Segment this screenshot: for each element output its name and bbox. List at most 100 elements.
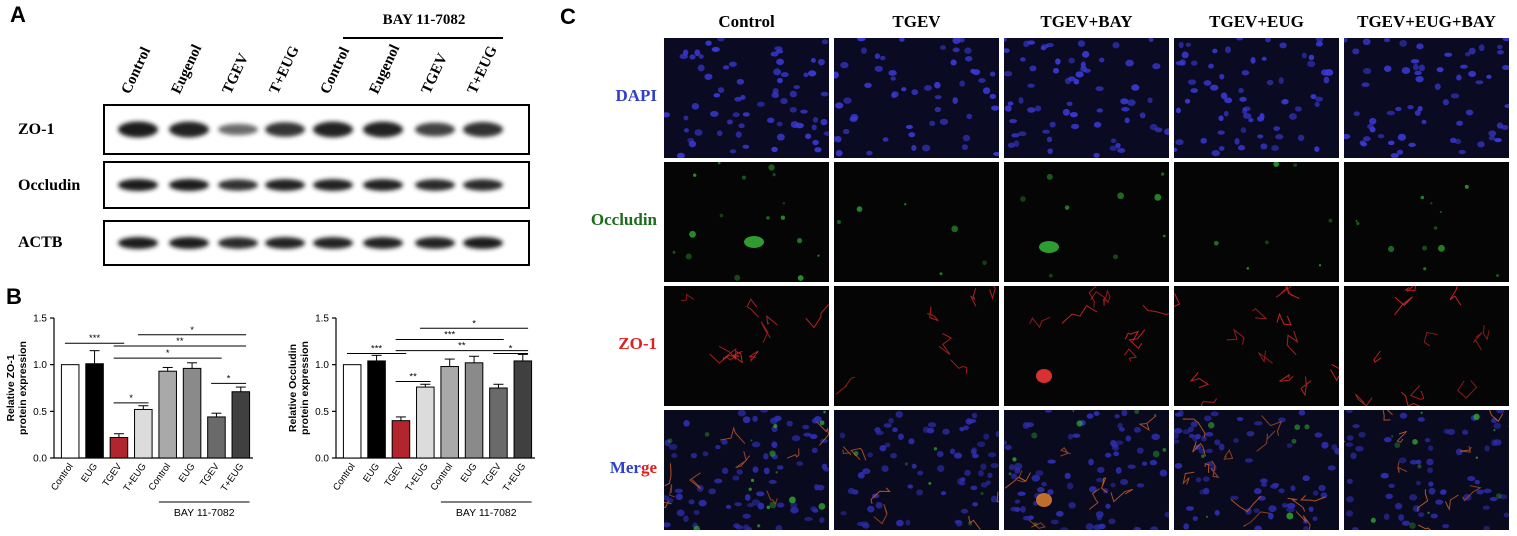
y-axis-label-line-2: protein expression [299,341,311,435]
band-actb-3 [218,237,258,249]
band-actb-8 [463,237,503,249]
if-image-dapi-tgev-eug [1174,38,1339,158]
x-tick-label-3: TGEV [383,461,407,489]
band-actb-6 [363,237,403,249]
y-tick-label: 1.5 [33,314,47,325]
band-occludin-6 [363,179,403,191]
lane-label-3: TGEV [219,51,253,97]
if-image-dapi-tgev [834,38,999,158]
y-axis-label-line-1: Relative ZO-1 [5,354,17,421]
if-column-title-tgev-bay: TGEV+BAY [1040,12,1133,31]
if-image-merge-control [664,410,829,530]
bar-control-1 [342,364,362,459]
x-tick-label-7: TGEV [480,461,504,489]
if-row-label-zo1: ZO-1 [618,334,657,353]
panel-letter-a: A [10,2,26,27]
blot-label-zo1: ZO-1 [18,121,55,138]
y-tick-label: 1.5 [315,314,329,325]
y-tick-label: 0.0 [33,454,47,465]
lane-label-8: T+EUG [464,43,501,97]
y-tick-label: 1.0 [33,360,47,371]
band-zo-1-3 [218,123,258,136]
band-occludin-7 [415,179,455,191]
x-tick-label-4: T+EUG [403,461,430,493]
band-occludin-5 [313,179,353,191]
band-occludin-1 [118,179,158,191]
significance-label-5: * [472,318,476,329]
significance-label-2: ** [409,371,417,382]
if-image-occludin-tgev [834,162,999,282]
x-tick-label-1: Control [331,461,358,492]
if-column-title-control: Control [718,12,775,31]
x-tick-label-1: Control [49,461,76,492]
band-actb-1 [118,237,158,249]
if-image-occludin-tgev-eug [1174,162,1339,282]
blot-actb [103,220,530,266]
if-image-merge-tgev-bay [1004,410,1169,530]
if-image-merge-tgev-eug [1174,410,1339,530]
if-image-zo1-tgev [834,286,999,406]
x-tick-label-6: EUG [459,461,480,484]
x-tick-label-2: EUG [79,461,100,484]
significance-label-2: * [129,393,133,404]
if-image-zo1-tgev-eug [1174,286,1339,406]
bay-header-bracket [343,37,503,39]
x-tick-label-7: TGEV [198,461,222,489]
bar-tgev-3 [391,420,411,459]
if-image-zo1-tgev-eug-bay [1344,286,1509,406]
if-column-title-tgev: TGEV [892,12,941,31]
x-tick-label-4: T+EUG [121,461,148,493]
significance-label-6: * [227,373,231,384]
lane-label-1: Control [118,44,155,97]
y-tick-label: 0.0 [315,454,329,465]
if-image-occludin-tgev-bay [1004,162,1169,282]
band-zo-1-1 [118,121,158,138]
significance-label-1: *** [371,343,382,354]
panel-letter-b: B [6,284,22,309]
bar-control-1 [60,364,80,459]
significance-label-4: *** [444,329,455,340]
bar-eug-2 [367,360,386,459]
blot-zo1 [103,104,530,155]
significance-label-6: * [509,343,513,354]
bar-eug-6 [464,362,484,459]
band-actb-2 [169,237,209,249]
band-zo-1-8 [463,122,503,137]
panel-letter-c: C [560,4,576,29]
x-tick-label-8: T+EUG [219,461,246,493]
blot-occludin [103,161,530,209]
bar-tgev-7 [207,416,226,459]
x-tick-label-5: Control [147,461,174,492]
if-image-occludin-tgev-eug-bay [1344,162,1509,282]
x-tick-label-5: Control [429,461,456,492]
band-zo-1-5 [313,121,353,138]
band-actb-4 [265,237,305,249]
bar-t-eug-4 [416,386,435,459]
bar-t-eug-8 [513,360,533,459]
y-axis-label-line-1: Relative Occludin [287,344,299,432]
group-label: BAY 11-7082 [174,507,235,519]
lane-label-2: Eugenol [168,42,206,97]
y-tick-label: 0.5 [33,407,47,418]
blot-occludin-bands [118,179,503,191]
y-tick-label: 0.5 [315,407,329,418]
significance-label-5: * [190,325,194,336]
lane-label-4: T+EUG [266,43,303,97]
lane-label-7: TGEV [418,51,452,97]
blot-label-actb: ACTB [18,234,63,251]
band-occludin-2 [169,179,209,191]
bar-t-eug-8 [231,391,251,459]
group-label: BAY 11-7082 [456,507,517,519]
blot-zo1-bands [118,121,503,138]
if-image-dapi-tgev-eug-bay [1344,38,1509,158]
if-image-merge-tgev [834,410,999,530]
bar-eug-2 [85,363,104,459]
x-tick-label-6: EUG [177,461,198,484]
if-image-dapi-tgev-bay [1004,38,1169,158]
zo1-bar-chart: Relative ZO-1 protein expression 0.0 0.5 1.0… [5,314,253,519]
bar-tgev-3 [109,436,129,459]
significance-label-3: ** [458,341,466,352]
if-image-occludin-control [664,162,829,282]
bar-control-5 [440,366,459,459]
band-zo-1-7 [415,122,455,137]
